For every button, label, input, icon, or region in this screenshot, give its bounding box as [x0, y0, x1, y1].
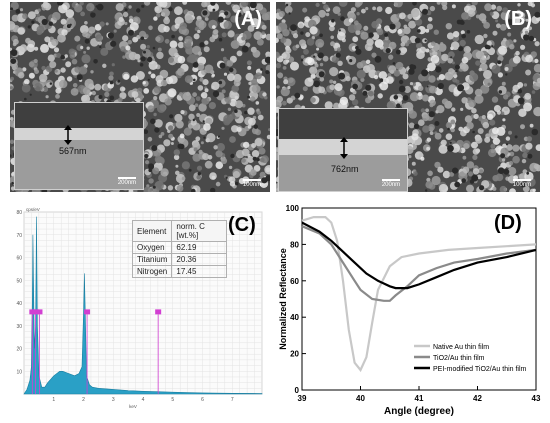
y-tick-label: 50	[16, 278, 22, 284]
scale-label-b: 100nm	[512, 182, 532, 188]
table-row: Nitrogen 17.45	[131, 265, 228, 278]
inset-scale-bar-b: 200nm	[379, 179, 403, 188]
inset-scale-label-a: 200nm	[117, 180, 137, 186]
scale-bar-b: 100nm	[510, 179, 534, 188]
table-cell-value: 20.36	[171, 253, 228, 266]
table-header-element: Element	[131, 220, 173, 242]
sem-image-a: (A) 567nm 200nm 100nm	[10, 2, 270, 192]
y-tick-label: 80	[16, 210, 22, 216]
x-tick-label: 43	[532, 394, 541, 403]
peak-marker-tag	[32, 309, 39, 315]
y-tick-label: 70	[16, 233, 22, 239]
peak-marker-tag	[36, 309, 43, 315]
y-tick-label: 40	[290, 313, 299, 322]
plot-frame	[301, 207, 537, 391]
y-tick-label: 20	[16, 347, 22, 353]
panel-label-b: (B)	[504, 8, 532, 30]
inset-scale-label-b: 200nm	[381, 182, 401, 188]
y-axis-label: Normalized Reflectance	[278, 248, 288, 350]
table-row: Oxygen 62.19	[131, 241, 228, 254]
legend-label: Native Au thin film	[433, 344, 489, 351]
series-line-1	[301, 216, 537, 373]
y-tick-label: 20	[290, 350, 299, 359]
table-cell-value: 17.45	[171, 265, 228, 278]
x-tick-label: 3	[112, 397, 115, 403]
thickness-arrow-a	[64, 125, 72, 145]
y-tick-label: 10	[16, 369, 22, 375]
cross-section-inset-a: 567nm 200nm	[14, 102, 144, 190]
x-tick-label: 4	[142, 397, 145, 403]
x-tick-label: 40	[356, 394, 365, 403]
edx-panel: 10 20 30 40 50 60 70 80 1 2 3 4 5 6 7 cps/eV keV Element…	[10, 204, 270, 414]
spr-reflectance-chart: 39 40 41 42 43 0 20 40 60 80 100 Angle (degree) Norm…	[278, 204, 541, 417]
panel-label-c: (C)	[228, 214, 256, 236]
x-tick-label: 39	[298, 394, 307, 403]
table-cell-element: Oxygen	[131, 241, 173, 254]
y-tick-label: 60	[290, 277, 299, 286]
peak-marker-tag	[84, 309, 91, 315]
spr-panel: 39 40 41 42 43 0 20 40 60 80 100 Angle (degree) Norm…	[276, 200, 542, 420]
table-cell-element: Titanium	[131, 253, 173, 266]
x-tick-label: 1	[52, 397, 55, 403]
y-tick-label: 60	[16, 256, 22, 262]
x-tick-label: 2	[82, 397, 85, 403]
legend-label: TiO2/Au thin film	[433, 355, 485, 362]
sem-image-b: (B) 762nm 200nm 100nm	[276, 2, 540, 192]
inset-scale-bar-a: 200nm	[115, 177, 139, 186]
series-line-3	[301, 221, 537, 290]
scale-label-a: 100nm	[242, 182, 262, 188]
thickness-label-b: 762nm	[331, 164, 359, 174]
y-tick-label: 80	[290, 240, 299, 249]
x-tick-label: 42	[473, 394, 482, 403]
peak-marker-tag	[29, 309, 36, 315]
y-tick-label: 40	[16, 301, 22, 307]
peak-marker-tag	[155, 309, 162, 315]
x-axis-unit: keV	[129, 404, 137, 409]
panel-label-a: (A)	[234, 8, 262, 30]
table-header-norm-c: norm. C [wt.%]	[171, 220, 228, 242]
table-cell-value: 62.19	[171, 241, 228, 254]
x-tick-label: 7	[231, 397, 234, 403]
spectrum-area	[23, 216, 263, 395]
x-tick-label: 41	[415, 394, 424, 403]
scale-bar-a: 100nm	[240, 179, 264, 188]
panel-label-d: (D)	[494, 212, 522, 234]
element-composition-table: Element norm. C [wt.%] Oxygen 62.19 Tita…	[131, 220, 228, 278]
legend-label: PEI-modified TiO2/Au thin film	[433, 366, 527, 373]
thickness-arrow-b	[340, 137, 348, 159]
y-tick-label: 0	[295, 386, 300, 395]
y-tick-label: 100	[286, 204, 300, 213]
thickness-label-a: 567nm	[59, 146, 87, 156]
table-cell-element: Nitrogen	[131, 265, 173, 278]
x-tick-label: 5	[171, 397, 174, 403]
x-tick-label: 6	[201, 397, 204, 403]
series-line-2	[301, 225, 537, 302]
y-axis-unit: cps/eV	[26, 207, 40, 212]
y-tick-label: 30	[16, 324, 22, 330]
x-axis-label: Angle (degree)	[384, 406, 454, 417]
table-row: Titanium 20.36	[131, 253, 228, 266]
cross-section-inset-b: 762nm 200nm	[278, 108, 408, 192]
